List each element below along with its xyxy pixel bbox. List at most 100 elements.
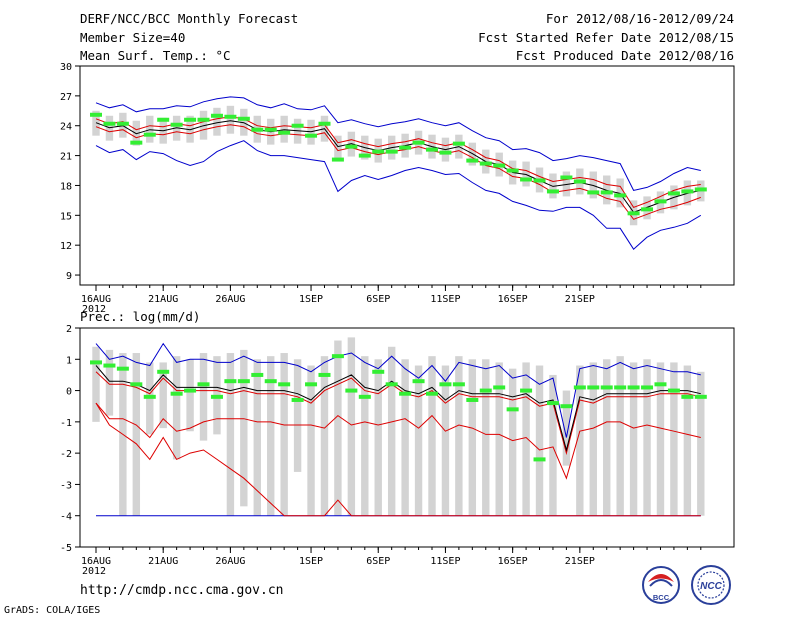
box-9 [213,107,221,136]
median-marker-26 [439,150,452,155]
bcc-logo-swirl-blue [649,579,673,587]
ensemble-mean-line [95,120,701,213]
box-0 [92,110,100,136]
year-label: 2012 [82,304,106,315]
median-marker-27 [452,382,465,387]
median-marker-3 [130,382,143,387]
median-marker-21 [372,369,385,374]
box-series [92,337,705,516]
box-18 [334,135,342,160]
variable-label: Mean Surf. Temp.: °C [80,48,231,63]
median-marker-15 [291,123,304,128]
x-tick-label-4: 6SEP [366,294,390,305]
x-tick-label-4: 6SEP [366,556,390,567]
median-marker-40 [627,211,640,216]
footer-url: http://cmdp.ncc.cma.gov.cn [80,583,284,598]
median-marker-29 [479,388,492,393]
bcc-logo: BCC [642,566,680,604]
box-12 [253,359,261,516]
median-marker-36 [573,179,586,184]
box-41 [643,359,651,516]
median-marker-30 [493,385,506,390]
grads-credit: GrADS: COLA/IGES [4,605,100,616]
median-marker-27 [452,141,465,146]
ncc-logo: NCC [691,565,731,605]
box-40 [629,362,638,516]
box-6 [172,115,181,141]
median-marker-33 [533,457,546,462]
median-marker-14 [278,130,291,135]
box-20 [361,356,369,516]
box-45 [697,371,705,516]
x-tick-label-6: 16SEP [498,294,528,305]
ensemble-mean-line [95,365,701,452]
y-tick-label-1: -4 [60,512,72,523]
box-27 [455,356,463,516]
median-marker-32 [520,388,533,393]
bcc-logo-text: BCC [653,593,670,602]
median-marker-16 [305,382,318,387]
median-marker-12 [251,127,264,132]
median-marker-6 [170,122,183,127]
median-marker-4 [143,132,156,137]
fcst-produced-date: Fcst Produced Date 2012/08/16 [516,48,734,63]
median-marker-43 [667,191,680,196]
box-7 [186,359,194,432]
box-15 [293,359,302,472]
y-tick-label-6: 27 [60,92,72,103]
spread-high-line [95,116,701,209]
box-28 [468,359,477,516]
median-marker-26 [439,382,452,387]
median-marker-9 [210,394,223,399]
bcc-logo-swirl-red [648,574,674,582]
ncc-logo-text: NCC [700,581,722,592]
upper-envelope-line [95,96,701,191]
median-marker-18 [331,157,344,162]
median-marker-38 [600,385,613,390]
median-marker-1 [103,121,116,126]
box-10 [226,353,235,516]
box-25 [428,356,436,516]
box-37 [589,171,597,199]
median-marker-41 [641,207,654,212]
spread-low-line [95,402,701,480]
median-marker-30 [493,163,506,168]
median-marker-24 [412,379,425,384]
median-marker-0 [90,112,102,117]
median-marker-20 [358,153,371,158]
ncc-logo-inner-ring [697,571,725,599]
median-marker-39 [614,385,627,390]
box-39 [616,356,624,516]
y-tick-label-6: 1 [66,355,72,366]
median-marker-17 [318,121,331,126]
y-tick-label-3: 18 [60,181,72,192]
median-marker-34 [546,401,559,406]
spread-low-line [95,124,701,220]
median-marker-10 [224,379,237,384]
median-marker-3 [130,140,143,145]
box-24 [414,365,423,516]
median-marker-39 [614,193,627,198]
box-15 [293,118,302,144]
y-tick-label-2: -3 [60,480,72,491]
median-marker-45 [694,394,707,399]
median-marker-16 [305,133,318,138]
median-marker-22 [385,149,398,154]
median-marker-11 [237,116,250,121]
x-tick-label-5: 11SEP [430,556,460,567]
box-29 [482,359,490,516]
x-tick-label-1: 21AUG [148,556,178,567]
box-21 [374,359,382,516]
median-marker-21 [372,149,385,154]
box-13 [267,356,275,516]
box-1 [105,349,114,416]
box-6 [172,356,181,460]
forecast-period: For 2012/08/16-2012/09/24 [546,11,734,26]
y-tick-label-7: 30 [60,62,72,73]
x-tick-label-0: 16AUG [81,294,111,305]
median-marker-25 [426,147,438,152]
median-marker-28 [466,397,479,402]
box-17 [320,356,329,516]
median-marker-25 [426,391,438,396]
